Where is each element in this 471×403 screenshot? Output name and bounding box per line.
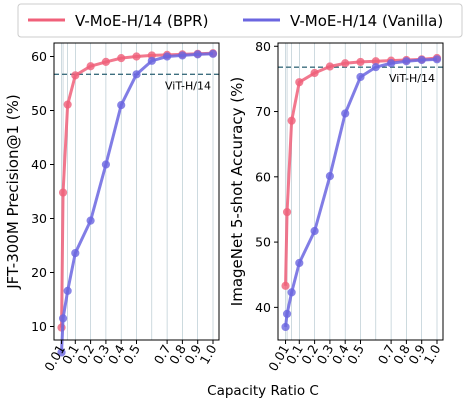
data-point-vanilla — [371, 63, 380, 72]
legend-label-vanilla: V-MoE-H/14 (Vanilla) — [290, 12, 443, 30]
data-point-bpr — [295, 78, 304, 87]
data-point-bpr — [325, 62, 334, 71]
y-axis-label: ImageNet 5-shot Accuracy (%) — [228, 77, 246, 306]
data-point-vanilla — [132, 70, 141, 79]
y-tick-label: 10 — [31, 319, 47, 334]
data-point-bpr — [310, 68, 319, 78]
y-tick-label: 40 — [31, 157, 47, 172]
reference-label: ViT-H/14 — [389, 72, 435, 85]
y-tick-label: 60 — [31, 49, 47, 64]
data-point-bpr — [281, 281, 290, 290]
data-point-vanilla — [101, 160, 111, 169]
data-point-vanilla — [432, 55, 442, 64]
data-point-vanilla — [325, 172, 334, 181]
legend-frame — [17, 3, 463, 38]
data-point-vanilla — [402, 57, 411, 66]
data-point-vanilla — [86, 216, 95, 225]
data-point-vanilla — [163, 52, 172, 61]
y-tick-label: 80 — [255, 39, 271, 54]
x-tick-label: 0.5 — [120, 342, 143, 367]
x-axis-label: Capacity Ratio C — [207, 383, 319, 399]
data-point-vanilla — [341, 109, 350, 118]
data-point-vanilla — [282, 309, 292, 318]
y-tick-label: 30 — [31, 211, 47, 226]
data-point-bpr — [63, 100, 72, 109]
data-point-vanilla — [356, 72, 365, 82]
data-point-bpr — [71, 71, 80, 80]
data-point-vanilla — [310, 226, 319, 236]
data-point-vanilla — [63, 286, 72, 295]
data-point-bpr — [58, 188, 68, 197]
data-point-vanilla — [287, 288, 296, 297]
data-point-bpr — [287, 116, 296, 125]
legend: V-MoE-H/14 (BPR) V-MoE-H/14 (Vanilla) — [17, 3, 463, 38]
data-point-vanilla — [208, 49, 218, 58]
data-point-vanilla — [281, 322, 290, 332]
data-point-vanilla — [387, 59, 396, 68]
series-line-vanilla — [60, 52, 214, 353]
data-point-vanilla — [193, 50, 202, 59]
x-tick-label: 0.5 — [344, 342, 367, 367]
data-point-bpr — [117, 54, 126, 63]
x-tick-label: 1.0 — [197, 342, 220, 367]
y-tick-label: 40 — [255, 300, 271, 315]
y-tick-label: 20 — [31, 265, 47, 280]
x-tick-label: 1.0 — [421, 342, 444, 367]
series-line-bpr — [60, 51, 214, 328]
data-point-bpr — [356, 57, 365, 67]
data-point-bpr — [86, 62, 95, 71]
data-point-vanilla — [147, 56, 156, 65]
series-line-vanilla — [284, 57, 438, 328]
y-tick-label: 60 — [255, 169, 271, 184]
legend-label-bpr: V-MoE-H/14 (BPR) — [75, 12, 208, 30]
data-point-bpr — [341, 59, 350, 68]
data-point-vanilla — [58, 314, 68, 323]
data-point-vanilla — [117, 101, 126, 110]
y-tick-label: 50 — [31, 103, 47, 118]
data-point-vanilla — [178, 51, 187, 60]
data-point-vanilla — [295, 258, 304, 268]
y-tick-label: 70 — [255, 104, 271, 119]
y-tick-label: 50 — [255, 235, 271, 250]
reference-label: ViT-H/14 — [165, 79, 211, 92]
series-line-bpr — [284, 56, 438, 286]
data-point-vanilla — [71, 248, 80, 258]
data-point-vanilla — [57, 348, 66, 357]
data-point-vanilla — [417, 55, 426, 65]
y-axis-label: JFT-300M Precision@1 (%) — [4, 94, 22, 290]
data-point-bpr — [282, 207, 292, 217]
data-point-bpr — [101, 57, 111, 67]
data-point-bpr — [132, 52, 141, 61]
